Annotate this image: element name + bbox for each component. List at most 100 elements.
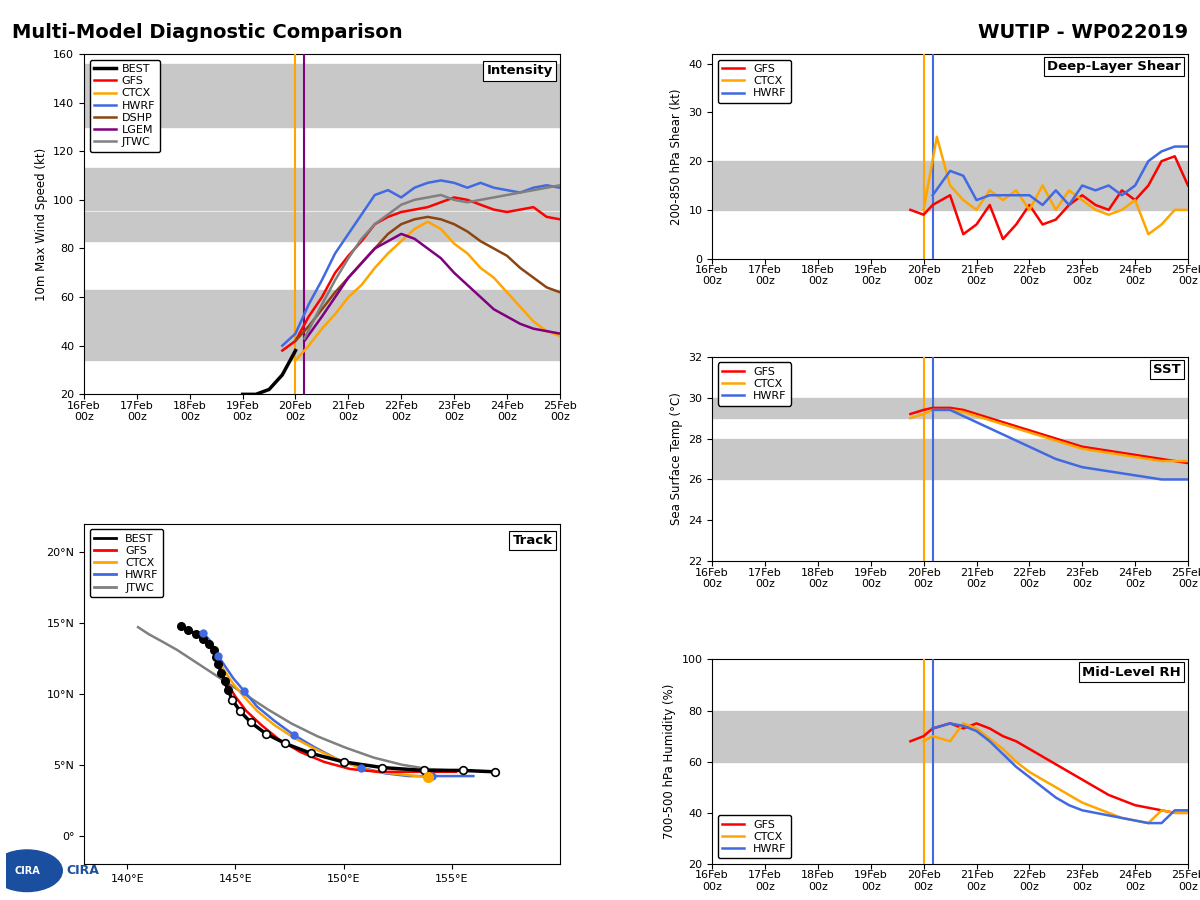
HWRF [1128,470,1142,481]
GFS [314,292,329,302]
CTCX [1049,782,1063,793]
GFS [288,336,302,346]
CTCX [328,309,342,320]
GFS [380,212,395,222]
Line: LGEM: LGEM [305,234,560,341]
HWRF [420,177,434,188]
GFS [1022,200,1037,211]
HWRF [1181,474,1195,485]
LGEM [446,267,461,278]
GFS [904,409,918,419]
JTWC [328,274,342,285]
HWRF [943,404,958,415]
JTWC [473,194,487,205]
CTCX [1088,803,1103,814]
CTCX [1036,431,1050,442]
HWRF [1022,190,1037,201]
HWRF [341,229,355,239]
GFS [970,718,984,729]
BEST [262,384,276,395]
GFS [540,212,554,222]
GFS [1062,437,1076,448]
CTCX [1062,439,1076,450]
DSHP [527,272,541,283]
GFS [328,267,342,278]
CTCX [943,404,958,415]
Bar [84,64,560,127]
CTCX [1075,797,1090,808]
GFS [970,219,984,230]
HWRF [956,170,971,181]
LGEM [298,336,312,346]
HWRF [925,404,940,415]
HWRF [996,749,1010,760]
LGEM [527,323,541,334]
HWRF [956,410,971,421]
Text: Multi-Model Diagnostic Comparison: Multi-Model Diagnostic Comparison [12,22,403,41]
CTCX [1128,815,1142,826]
CTCX [917,204,931,215]
CTCX [540,326,554,337]
GFS [1022,425,1037,436]
JTWC [394,199,408,210]
Bar [712,398,1188,418]
GFS [983,413,997,424]
CTCX [1009,756,1024,767]
GFS [956,229,971,239]
CTCX [996,194,1010,205]
CTCX [1141,454,1156,464]
CTCX [930,131,944,142]
GFS [1075,190,1090,201]
HWRF [983,423,997,434]
Legend: GFS, CTCX, HWRF: GFS, CTCX, HWRF [718,363,791,406]
HWRF [1115,813,1129,824]
JTWC [433,190,448,201]
LGEM [486,304,500,315]
CTCX [1115,204,1129,215]
HWRF [433,175,448,185]
CTCX [1154,219,1169,230]
HWRF [367,190,382,201]
GFS [1154,805,1169,815]
Bar [712,711,1188,761]
Y-axis label: 700-500 hPa Humidity (%): 700-500 hPa Humidity (%) [662,684,676,840]
Y-axis label: 10m Max Wind Speed (kt): 10m Max Wind Speed (kt) [35,148,48,301]
GFS [1102,789,1116,800]
CTCX [983,415,997,426]
Text: Mid-Level RH: Mid-Level RH [1082,666,1181,679]
GFS [925,402,940,413]
GFS [1036,752,1050,762]
GFS [1088,782,1103,793]
LGEM [367,243,382,254]
HWRF [925,723,940,734]
HWRF [553,183,568,194]
CTCX [956,718,971,729]
CTCX [970,723,984,734]
HWRF [1022,441,1037,452]
CTCX [996,418,1010,429]
CTCX [943,180,958,191]
HWRF [1062,458,1076,469]
GFS [917,731,931,742]
GFS [514,204,528,215]
Line: CTCX: CTCX [924,724,1188,824]
LGEM [394,229,408,239]
LGEM [341,272,355,283]
DSHP [328,287,342,298]
HWRF [1075,805,1090,815]
CTCX [1022,204,1037,215]
HWRF [996,190,1010,201]
Line: HWRF: HWRF [282,180,560,346]
CTCX [341,292,355,302]
JTWC [367,219,382,230]
GFS [433,197,448,208]
GFS [499,207,514,218]
DSHP [394,219,408,230]
HWRF [540,180,554,191]
HWRF [996,429,1010,440]
HWRF [1128,815,1142,826]
HWRF [1154,474,1169,485]
Text: CIRA: CIRA [14,866,40,876]
LGEM [328,292,342,302]
GFS [1141,803,1156,814]
